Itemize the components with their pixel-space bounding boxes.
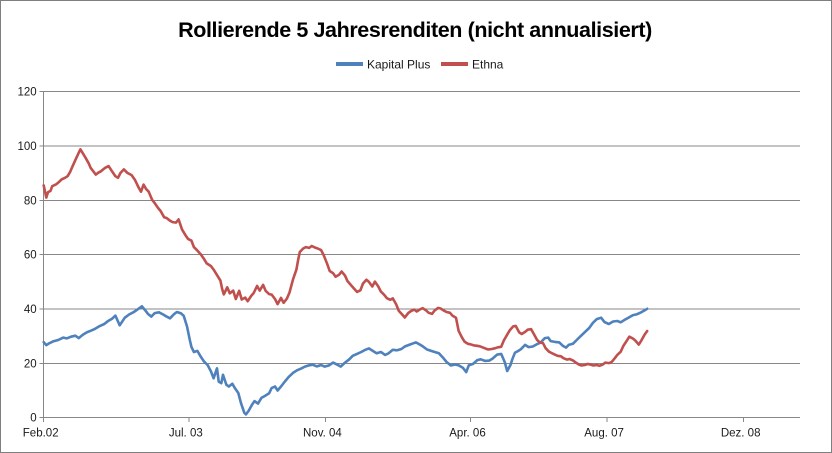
legend-label-kapital-plus: Kapital Plus	[367, 58, 430, 72]
y-tick-label: 20	[24, 358, 37, 370]
x-tick-label: Apr. 06	[449, 428, 485, 440]
x-tick-label: Jul. 03	[169, 428, 203, 440]
y-tick-label: 120	[18, 87, 37, 99]
gridlines	[43, 91, 800, 419]
y-tick-label: 0	[30, 413, 36, 425]
y-tick-label: 60	[24, 250, 37, 262]
series-lines	[42, 148, 649, 416]
x-tick-label: Nov. 04	[303, 428, 342, 440]
series-line-ethna	[42, 148, 649, 368]
y-axis-labels: 0 20 40 60 80 100 120	[18, 87, 37, 425]
legend-label-ethna: Ethna	[472, 58, 504, 72]
series-line-kapital-plus	[42, 304, 649, 416]
x-axis-labels: Feb.02 Jul. 03 Nov. 04 Apr. 06 Aug. 07 Dez. 0…	[23, 428, 761, 440]
y-axis-ticks	[39, 91, 44, 419]
y-tick-label: 80	[24, 195, 37, 207]
x-tick-label: Dez. 08	[721, 428, 761, 440]
x-axis-ticks	[43, 417, 745, 423]
y-tick-label: 100	[18, 141, 37, 153]
chart-title: Rollierende 5 Jahresrenditen (nicht annu…	[178, 18, 652, 42]
x-tick-label: Aug. 07	[584, 428, 624, 440]
legend: Kapital Plus Ethna	[336, 58, 504, 72]
y-tick-label: 40	[24, 304, 37, 316]
x-tick-label: Feb.02	[23, 428, 59, 440]
